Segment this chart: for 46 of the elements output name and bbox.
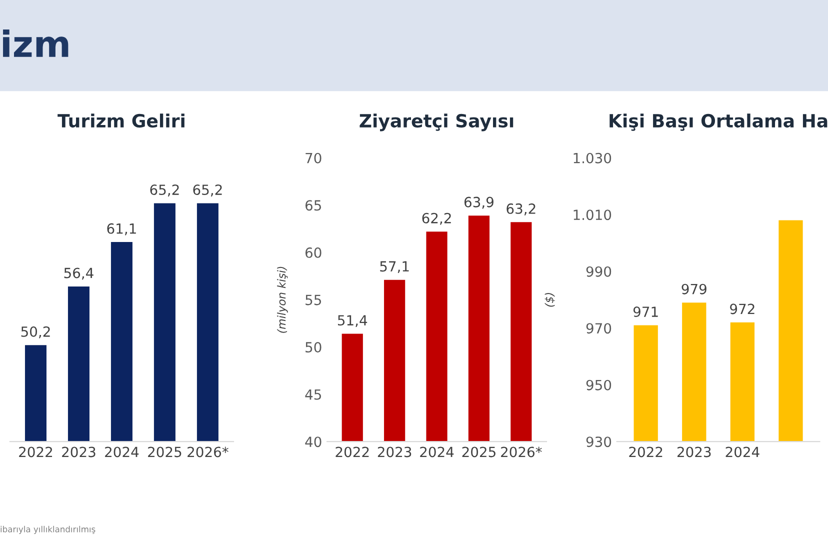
chart-title: Turizm Geliri — [58, 114, 184, 128]
x-tick-label: 2024 — [726, 446, 760, 458]
data-label: 65,2 — [193, 184, 222, 196]
y-tick-label: 970 — [586, 323, 612, 334]
chart-title: Kişi Başı Ortalama Ha — [610, 114, 828, 131]
x-tick-label: 2025 — [148, 446, 182, 458]
y-tick-label: 65 — [305, 200, 321, 211]
y-tick-label: 950 — [586, 380, 612, 390]
x-tick-label: 2024 — [105, 446, 139, 458]
y-tick-label: 55 — [306, 294, 321, 306]
x-tick-label: 2026* — [188, 446, 228, 458]
data-label: 63,2 — [506, 203, 536, 216]
y-tick-label: 1.010 — [574, 210, 612, 220]
x-tick-label: 2025 — [462, 446, 496, 458]
y-axis-title: ($) — [544, 293, 555, 307]
data-label: 972 — [730, 304, 754, 314]
y-tick-label: 990 — [586, 266, 612, 277]
data-label: 56,4 — [64, 268, 94, 280]
y-tick-label: 1.030 — [574, 152, 612, 164]
y-tick-label: 70 — [306, 152, 322, 164]
text: izm — [3, 29, 68, 57]
chart-title: Ziyaretçi Sayısı — [360, 114, 514, 132]
x-tick-label: 2024 — [420, 446, 454, 458]
data-label: 50,2 — [21, 326, 50, 338]
x-tick-label: 2026* — [501, 446, 542, 458]
x-tick-label: 2023 — [62, 446, 96, 458]
text: ibarıyla yıllıklandırılmış — [0, 526, 96, 534]
data-label: 57,1 — [380, 261, 409, 274]
x-tick-label: 2022 — [19, 446, 52, 458]
x-tick-label: 2022 — [629, 446, 662, 458]
data-label: 63,9 — [464, 196, 494, 209]
data-label: 979 — [682, 284, 706, 294]
data-label: 51,4 — [338, 315, 368, 327]
data-label: 971 — [633, 306, 658, 318]
y-tick-label: 60 — [305, 247, 322, 258]
y-tick-label: 50 — [306, 342, 322, 352]
y-axis-title: (milyon kişi) — [277, 266, 288, 333]
y-tick-label: 40 — [305, 436, 322, 448]
x-tick-label: 2022 — [336, 446, 369, 458]
data-label: 61,1 — [107, 223, 136, 236]
data-label: 62,2 — [422, 212, 451, 225]
x-tick-label: 2023 — [378, 446, 412, 458]
data-label: 65,2 — [150, 184, 179, 196]
x-tick-label: 2023 — [677, 446, 711, 458]
y-tick-label: 45 — [305, 389, 321, 400]
y-tick-label: 930 — [586, 436, 612, 448]
